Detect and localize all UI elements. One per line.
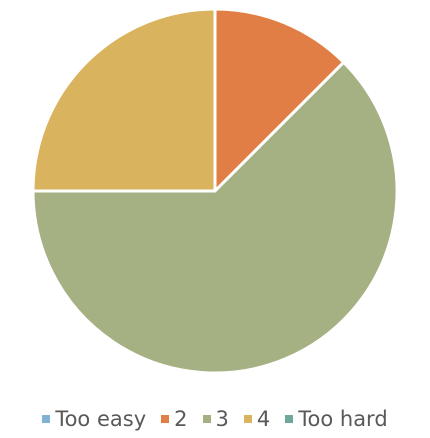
legend-swatch-too-hard xyxy=(285,415,294,423)
legend-item-3: 3 xyxy=(202,407,229,431)
legend-item-too-hard: Too hard xyxy=(285,407,388,431)
legend-label-4: 4 xyxy=(256,407,271,431)
legend-swatch-2 xyxy=(161,415,170,423)
pie-slice-4 xyxy=(31,7,217,193)
legend-swatch-4 xyxy=(243,415,252,423)
legend-item-4: 4 xyxy=(243,407,271,431)
legend-label-too-easy: Too easy xyxy=(55,407,147,431)
pie-slice-3 xyxy=(31,60,399,375)
legend: Too easy 2 3 4 Too hard xyxy=(0,404,430,434)
legend-label-too-hard: Too hard xyxy=(298,407,388,431)
legend-swatch-3 xyxy=(202,415,211,423)
legend-item-2: 2 xyxy=(161,407,188,431)
pie-chart xyxy=(31,7,399,375)
legend-swatch-too-easy xyxy=(42,415,51,423)
pie-slice-2 xyxy=(213,7,346,193)
legend-label-3: 3 xyxy=(215,407,229,431)
legend-item-too-easy: Too easy xyxy=(42,407,146,431)
legend-label-2: 2 xyxy=(174,407,188,431)
pie-slices xyxy=(31,7,399,375)
